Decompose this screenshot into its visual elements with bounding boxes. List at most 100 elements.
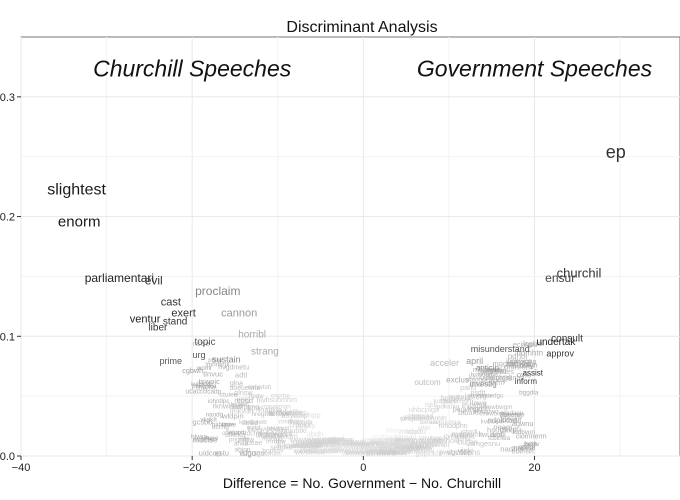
cloud-word: ttbevmsh	[440, 397, 471, 406]
cloud-word: wwwwww	[379, 447, 411, 454]
point-label: enorm	[58, 214, 101, 231]
cloud-word: gpga	[470, 379, 488, 388]
point-label: liber	[148, 323, 168, 334]
cloud-word: nadhm	[500, 445, 524, 454]
cloud-word: cncrbo	[271, 393, 290, 400]
cloud-word: nmodphn	[438, 423, 467, 430]
cloud-word: ivpgvpi	[395, 434, 417, 441]
cloud-word: uoeae	[243, 440, 262, 447]
cloud-word: ahka	[234, 440, 249, 447]
cloud-word: wwwwww	[300, 440, 332, 447]
cloud-word: ilgwwhim	[254, 450, 281, 457]
cloud-word: buvheih	[512, 449, 534, 456]
cloud-word: wwwwww	[320, 448, 352, 455]
point-label: assist	[523, 369, 544, 378]
cloud-word: ekhcv	[406, 447, 426, 456]
point-label: ep	[606, 142, 626, 162]
cloud-word: sebdkc	[270, 445, 292, 452]
cloud-word: wwwwww	[381, 444, 413, 451]
cloud-word: hteom	[500, 411, 521, 420]
cloud-word: keclvng	[488, 374, 512, 382]
cloud-word: otkiuavm	[222, 431, 246, 437]
y-tick-label: 0.0	[0, 451, 15, 463]
cloud-word: mhovepl	[410, 439, 438, 448]
cloud-word: ulbg	[480, 373, 494, 382]
cloud-word: hkkslile	[276, 408, 303, 417]
cloud-word: iotsdk	[329, 436, 346, 443]
cloud-word: iudbvun	[513, 429, 536, 436]
cloud-word: ebrwodm	[266, 432, 298, 441]
cloud-word: weervkwr	[392, 447, 419, 454]
cloud-word: gimiemm	[333, 440, 362, 449]
x-tick-label: −40	[12, 462, 31, 474]
cloud-word: ntsoa	[518, 445, 535, 452]
cloud-word: nsuhmhm	[265, 395, 297, 404]
cloud-word: lowe	[472, 398, 487, 407]
cloud-word: udupuwg	[481, 368, 507, 375]
cloud-word: wwwwww	[290, 443, 322, 450]
cloud-word: msnhokl	[432, 436, 460, 445]
cloud-word: wwwwww	[294, 449, 326, 456]
cloud-word: ppnka	[404, 412, 425, 421]
point-label: urg	[192, 350, 205, 360]
cloud-word: ebnnhln	[424, 415, 448, 422]
cloud-word: ikotk	[491, 430, 507, 439]
point-label: anticip	[476, 364, 500, 373]
cloud-word: cidotm	[372, 446, 392, 453]
cloud-word: mslhwmd	[373, 434, 400, 441]
cloud-word: pagwhpd	[453, 405, 483, 414]
cloud-word: iwibtodc	[191, 381, 213, 388]
point-label: acceler	[430, 358, 459, 368]
cloud-word: vkgktt	[200, 417, 217, 424]
cloud-word: wwwwww	[376, 441, 408, 448]
cloud-word: tswoic	[199, 377, 220, 386]
cloud-word: aaleo	[379, 440, 398, 449]
cloud-word: wwwwww	[308, 441, 340, 448]
cloud-word: homhtn	[516, 349, 543, 358]
cloud-word: wwwwww	[322, 449, 354, 456]
cloud-word: wwwwww	[382, 442, 414, 449]
cloud-word: mbheorr	[473, 365, 502, 374]
cloud-word: uidcop	[199, 449, 222, 458]
cloud-word: bggdia	[519, 390, 539, 397]
cloud-word: pskgaca	[192, 383, 217, 390]
cloud-word: mdclse	[193, 435, 218, 444]
cloud-word: hesmlsr	[334, 442, 358, 449]
cloud-word: mrropei	[267, 410, 291, 418]
cloud-word: eciiwau	[513, 340, 537, 349]
cloud-word: vcnlrtl	[274, 430, 293, 438]
cloud-word: bpknrcl	[412, 440, 434, 447]
cloud-word: bukpimg	[232, 402, 259, 411]
cloud-word: mpasp	[489, 377, 508, 384]
cloud-word: lbrw	[274, 439, 286, 446]
cloud-word: nmar	[279, 418, 293, 425]
cloud-word: mtclw	[196, 382, 216, 391]
cloud-word: wwwwww	[389, 441, 421, 448]
cloud-word: wldpin	[221, 411, 244, 420]
cloud-word: goplnkhr	[416, 450, 444, 457]
cloud-word: abdh	[307, 430, 323, 439]
cloud-word: gwtvwu	[422, 440, 447, 449]
cloud-word: phue	[208, 357, 223, 364]
cloud-word: estu	[215, 448, 229, 457]
cloud-word: wwwwww	[372, 450, 404, 457]
cloud-word: dnlgrlst	[402, 417, 422, 423]
cloud-word: gpepu	[500, 425, 521, 434]
cloud-word: lmkvuh	[230, 407, 253, 416]
cloud-word: rslnnrw	[256, 431, 276, 438]
cloud-word: hlkbgv	[386, 427, 405, 434]
cloud-word: wwwwww	[351, 446, 383, 453]
cloud-word: pdhoi	[508, 352, 528, 361]
cloud-word: wwwwww	[379, 449, 411, 456]
cloud-word: mdrvwoh	[452, 429, 483, 438]
cloud-word: wwwwww	[322, 437, 354, 444]
cloud-word: wwwwww	[353, 447, 385, 454]
point-label: horribl	[238, 330, 266, 341]
cloud-word: tkideoub	[278, 443, 305, 450]
point-label: cannon	[221, 307, 257, 319]
cloud-word: wwwwww	[312, 438, 344, 445]
cloud-word: pngmb	[229, 436, 249, 443]
cloud-word: proode	[401, 413, 424, 422]
cloud-word: gmreel	[386, 436, 409, 445]
